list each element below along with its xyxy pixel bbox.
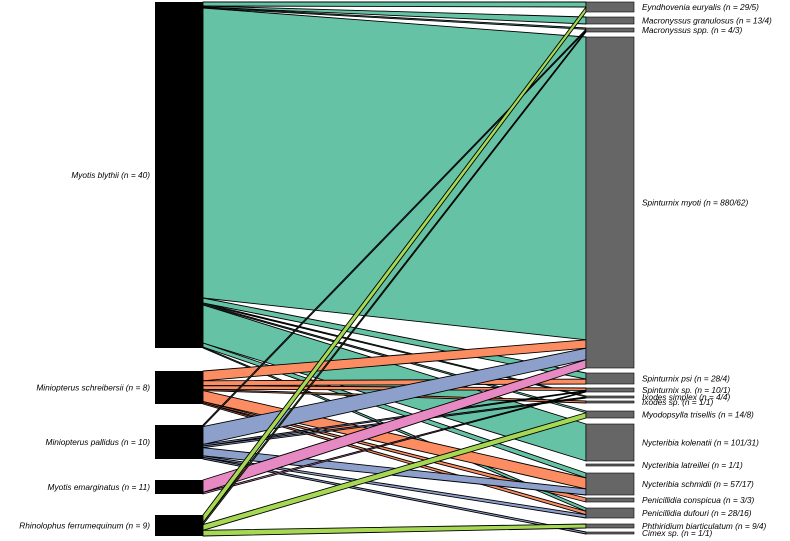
parasite-bar-phthiridium-biarticulatum: [585, 523, 635, 529]
links-layer: [202, 1, 587, 537]
host-bar-miniopterus-schreibersii: [155, 371, 203, 404]
parasite-label-nycteribia-schmidii: Nycteribia schmidii (n = 57/17): [642, 479, 754, 489]
parasite-label-macronyssus-spp: Macronyssus spp. (n = 4/3): [642, 25, 743, 35]
parasite-bar-ixodes-simplex: [585, 395, 635, 399]
parasite-label-eyndhovenia-euryalis: Eyndhovenia euryalis (n = 29/5): [642, 2, 759, 12]
parasite-bar-nycteribia-schmidii: [585, 472, 635, 496]
host-bar-rhinolophus-ferrumequinum: [155, 515, 203, 536]
parasite-label-phthiridium-biarticulatum: Phthiridium biarticulatum (n = 9/4): [642, 521, 767, 531]
host-label-rhinolophus-ferrumequinum: Rhinolophus ferrumequinum (n = 9): [19, 521, 150, 531]
host-label-miniopterus-pallidus: Miniopterus pallidus (n = 10): [46, 437, 151, 447]
parasite-bar-spinturnix-myoti: [585, 36, 635, 369]
host-label-miniopterus-schreibersii: Miniopterus schreibersii (n = 8): [36, 383, 150, 393]
parasite-label-penicillidia-conspicua: Penicillidia conspicua (n = 3/3): [642, 495, 755, 505]
parasite-bar-spinturnix-sp: [585, 387, 635, 393]
parasite-bar-spinturnix-psi: [585, 372, 635, 385]
parasite-label-spinturnix-psi: Spinturnix psi (n = 28/4): [642, 374, 730, 384]
parasite-label-ixodes-simplex: Ixodes simplex (n = 4/4): [642, 392, 731, 402]
parasite-bar-macronyssus-granulosus: [585, 16, 635, 25]
parasite-bar-cimex-sp: [585, 531, 635, 535]
parasite-bar-penicillidia-conspicua: [585, 497, 635, 503]
host-bar-myotis-emarginatus: [155, 480, 203, 494]
parasite-label-cimex-sp: Cimex sp. (n = 1/1): [642, 528, 713, 538]
link-myotis-blythii-spinturnix-myoti: [202, 7, 587, 341]
parasite-label-spinturnix-myoti: Spinturnix myoti (n = 880/62): [642, 198, 749, 208]
link-myotis-blythii-eyndhovenia-euryalis: [202, 1, 587, 8]
parasite-label-penicillidia-dufouri: Penicillidia dufouri (n = 28/16): [642, 508, 752, 518]
parasite-bar-eyndhovenia-euryalis: [585, 1, 635, 13]
parasite-label-nycteribia-kolenatii: Nycteribia kolenatii (n = 101/31): [642, 438, 759, 448]
host-bar-myotis-blythii: [155, 2, 203, 348]
parasite-bar-nycteribia-kolenatii: [585, 423, 635, 462]
parasite-label-macronyssus-granulosus: Macronyssus granulosus (n = 13/4): [642, 16, 772, 26]
host-label-myotis-blythii: Myotis blythii (n = 40): [71, 170, 150, 180]
labels-layer: Myotis blythii (n = 40) Miniopterus schre…: [19, 2, 772, 538]
parasite-bar-nycteribia-latreillei: [585, 463, 635, 467]
link-rhinolophus-ferrumequinum-phthiridium-biarticulatum: [202, 523, 587, 537]
host-label-myotis-emarginatus: Myotis emarginatus (n = 11): [48, 482, 151, 492]
parasite-label-myodopsylla-trisellis: Myodopsylla trisellis (n = 14/8): [642, 410, 754, 420]
parasite-bar-ixodes-sp: [585, 400, 635, 404]
parasite-label-nycteribia-latreillei: Nycteribia latreillei (n = 1/1): [642, 460, 743, 470]
parasite-bar-penicillidia-dufouri: [585, 507, 635, 519]
parasite-label-ixodes-sp: Ixodes sp. (n = 1/1): [642, 397, 713, 407]
host-bar-miniopterus-pallidus: [155, 425, 203, 459]
parasite-bar-macronyssus-spp: [585, 27, 635, 33]
bars-layer: [155, 1, 635, 536]
parasite-label-spinturnix-sp: Spinturnix sp. (n = 10/1): [642, 385, 731, 395]
parasite-bar-myodopsylla-trisellis: [585, 410, 635, 419]
